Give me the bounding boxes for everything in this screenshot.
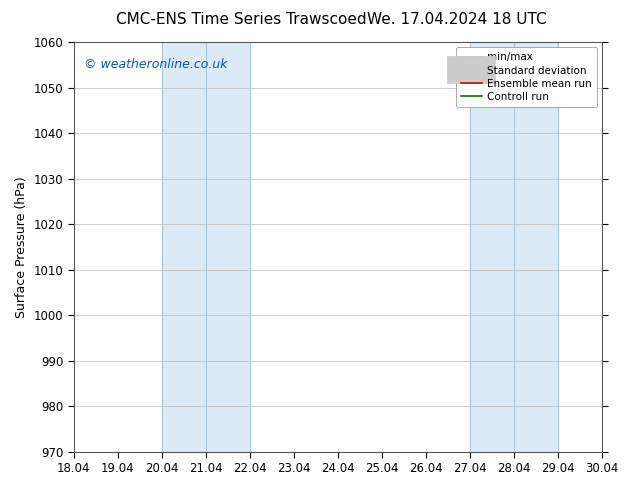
Text: We. 17.04.2024 18 UTC: We. 17.04.2024 18 UTC: [366, 12, 547, 27]
Text: CMC-ENS Time Series Trawscoed: CMC-ENS Time Series Trawscoed: [115, 12, 366, 27]
Bar: [470, 42, 559, 452]
Bar: [162, 42, 250, 452]
Legend: min/max, Standard deviation, Ensemble mean run, Controll run: min/max, Standard deviation, Ensemble me…: [456, 47, 597, 107]
Text: © weatheronline.co.uk: © weatheronline.co.uk: [84, 58, 228, 72]
Y-axis label: Surface Pressure (hPa): Surface Pressure (hPa): [15, 176, 28, 318]
